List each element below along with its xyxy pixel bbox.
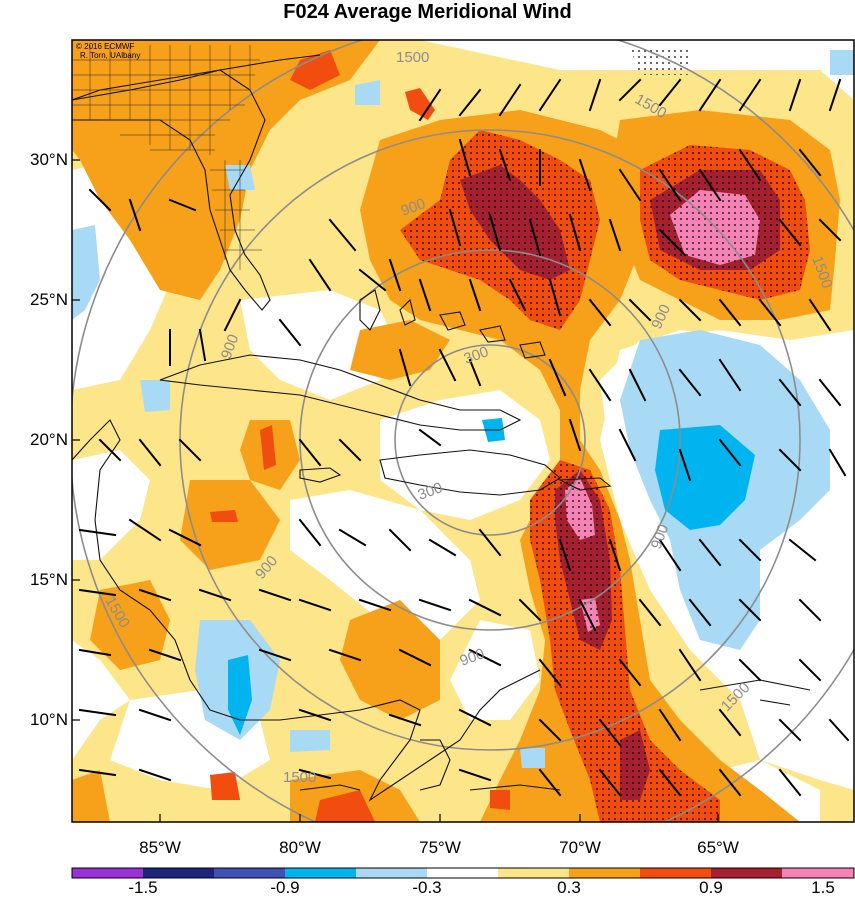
colorbar-swatch — [569, 868, 640, 878]
lat-label-30n: 30°N — [30, 150, 68, 169]
lat-ticks — [72, 159, 80, 721]
colorbar-swatch — [711, 868, 782, 878]
colorbar-label: -0.9 — [270, 878, 300, 897]
colorbar-swatch — [498, 868, 569, 878]
lon-label-70w: 70°W — [559, 838, 601, 857]
map-frame — [71, 39, 855, 823]
lat-label-15n: 15°N — [30, 570, 68, 589]
colorbar-swatch — [427, 868, 498, 878]
credit-line-2: R. Torn, UAlbany — [80, 51, 141, 60]
lat-label-20n: 20°N — [30, 430, 68, 449]
colorbar-swatch — [143, 868, 214, 878]
colorbar-swatch — [640, 868, 711, 878]
chart-title: F024 Average Meridional Wind — [283, 1, 572, 23]
coastlines — [72, 54, 811, 802]
contour-label: 1500 — [283, 769, 316, 786]
colorbar-swatch — [214, 868, 285, 878]
colorbar-swatch — [356, 868, 427, 878]
wind-barbs — [78, 78, 850, 797]
lon-label-80w: 80°W — [279, 838, 321, 857]
colorbar-swatch — [72, 868, 143, 878]
colorbar-label: -1.5 — [128, 878, 158, 897]
county-boundaries — [72, 45, 262, 270]
lat-label-25n: 25°N — [30, 290, 68, 309]
lon-label-85w: 85°W — [139, 838, 181, 857]
colorbar-label: 0.3 — [557, 878, 581, 897]
credit-line-1: © 2016 ECMWF — [76, 42, 135, 51]
colorbar — [71, 867, 855, 879]
contour-label: 1500 — [396, 49, 429, 66]
lon-label-65w: 65°W — [697, 838, 739, 857]
stipple-overlay — [400, 48, 810, 822]
lat-label-10n: 10°N — [30, 710, 68, 729]
colorbar-swatch — [285, 868, 356, 878]
colorbar-label: 1.5 — [811, 878, 835, 897]
colorbar-label: 0.9 — [699, 878, 723, 897]
colorbar-swatch — [782, 868, 854, 878]
lon-ticks — [159, 814, 719, 822]
lon-label-75w: 75°W — [419, 838, 461, 857]
colorbar-label: -0.3 — [412, 878, 442, 897]
